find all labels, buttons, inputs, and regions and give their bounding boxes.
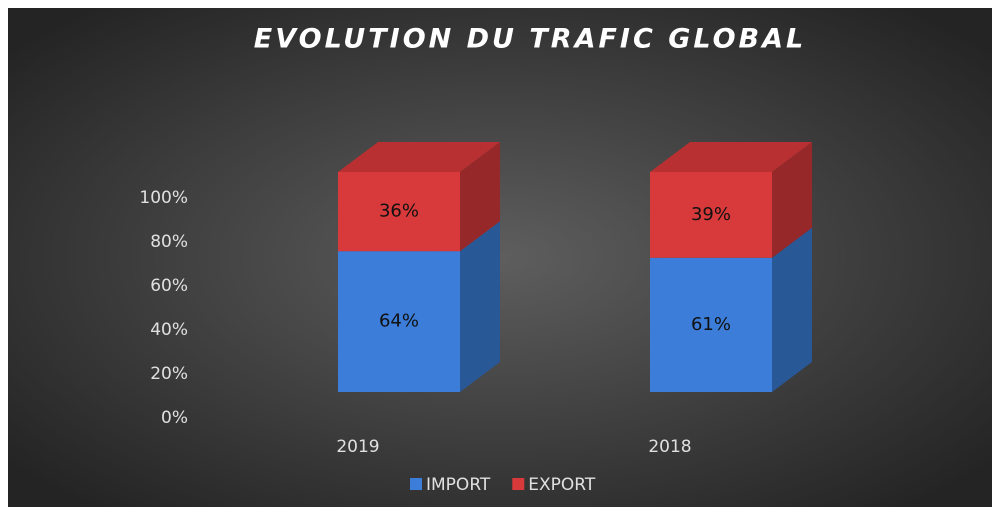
x-tick-label: 2018 [648,437,691,457]
chart-title: EVOLUTION DU TRAFIC GLOBAL [254,24,806,55]
bar-front [338,172,460,252]
bar-side [772,227,812,392]
bar-front [650,257,772,392]
y-tick-label: 20% [150,364,188,384]
data-label: 64% [379,311,419,332]
bar-top [338,142,500,172]
bar-side [460,221,500,392]
bar-front [338,251,460,392]
x-tick-label: 2019 [336,437,379,457]
y-tick-label: 0% [161,408,188,428]
y-tick-label: 100% [139,188,188,208]
y-tick-label: 80% [150,232,188,252]
legend-label: EXPORT [528,475,596,495]
data-label: 61% [691,314,731,335]
y-tick-label: 40% [150,320,188,340]
legend-label: IMPORT [426,475,491,495]
bar-side [460,142,500,252]
bar-top [650,142,812,172]
bar-side [772,142,812,258]
data-label: 39% [691,204,731,225]
legend-swatch [410,478,422,490]
bar-front [650,172,772,258]
y-tick-label: 60% [150,276,188,296]
data-label: 36% [379,201,419,222]
legend-swatch [512,478,525,490]
